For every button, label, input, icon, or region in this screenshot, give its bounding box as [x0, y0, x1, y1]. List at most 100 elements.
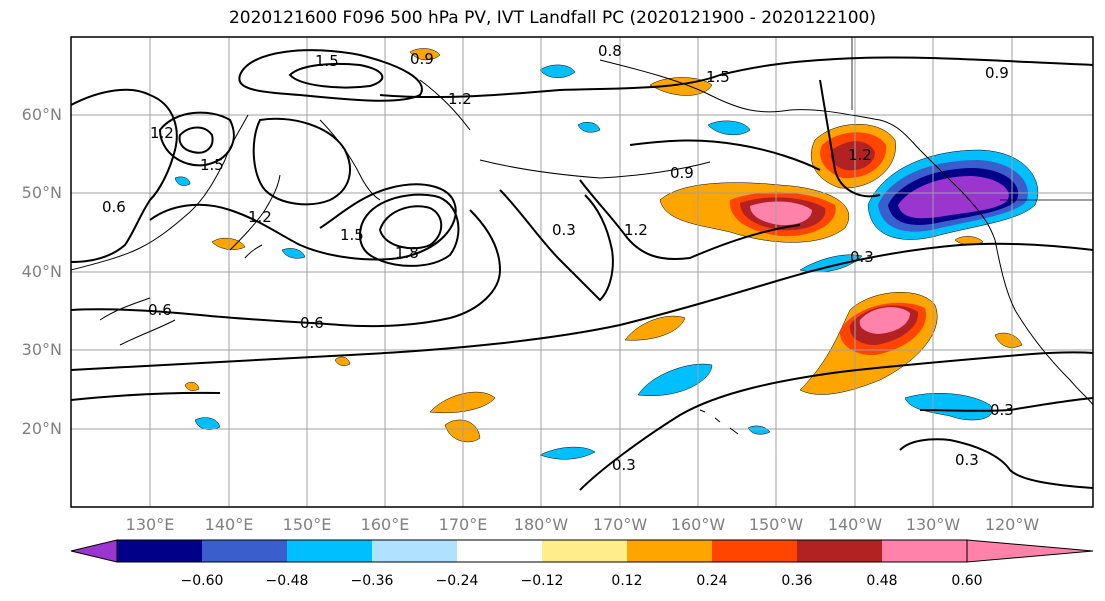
lat-label: 50°N — [21, 183, 62, 202]
colorbar-bin — [542, 540, 627, 562]
coastlines — [70, 37, 1094, 435]
colorbar-bin — [882, 540, 967, 562]
contour-20 — [70, 391, 221, 401]
shade-small-5 — [539, 446, 596, 460]
gridlines — [71, 37, 1093, 507]
contour-16 — [899, 438, 1094, 489]
contour-label: 1.2 — [448, 90, 472, 108]
contour-1 — [238, 49, 423, 102]
colorbar-tick-label: 0.36 — [781, 573, 813, 589]
contour-13 — [579, 179, 801, 261]
contour-19 — [819, 79, 881, 198]
colorbar-frame — [116, 539, 968, 563]
shade-small-15 — [994, 332, 1023, 348]
colorbar-tick-label: −0.48 — [265, 573, 309, 589]
contour-label: 0.9 — [410, 50, 434, 68]
contour-label: 0.9 — [670, 164, 694, 182]
lon-label: 140°W — [827, 515, 883, 534]
colorbar-tick-label: 0.12 — [611, 573, 643, 589]
shade-small-17 — [184, 381, 200, 391]
lon-label: 140°E — [204, 515, 254, 534]
lon-label: 170°W — [592, 515, 648, 534]
colorbar-bin — [287, 540, 372, 562]
lon-label: 160°E — [360, 515, 410, 534]
colorbar-tick-label: −0.24 — [435, 573, 479, 589]
contour-label: 0.6 — [102, 198, 126, 216]
lat-label: 60°N — [21, 105, 62, 124]
contour-8 — [252, 117, 351, 206]
contour-label: 1.5 — [340, 226, 364, 244]
colorbar-bin — [797, 540, 882, 562]
shade-small-11 — [281, 248, 306, 259]
contour-label: 1.2 — [248, 208, 272, 226]
colorbar-tick-label: −0.12 — [520, 573, 564, 589]
contour-11 — [70, 209, 502, 328]
contour-label: 1.5 — [315, 52, 339, 70]
coast-alaska — [599, 59, 921, 151]
contour-label: 0.6 — [148, 301, 172, 319]
shade-pos-c-core — [859, 307, 910, 334]
contour-label: 1.8 — [395, 244, 419, 262]
map-title: 2020121600 F096 500 hPa PV, IVT Landfall… — [228, 8, 876, 28]
colorbar-tick-label: −0.60 — [180, 573, 224, 589]
contour-label: 0.6 — [300, 314, 324, 332]
contour-9 — [378, 205, 443, 250]
colorbar-bin — [712, 540, 797, 562]
shade-neg-core — [898, 176, 1009, 219]
shade-small-14 — [707, 120, 751, 136]
shade-small-12 — [194, 417, 221, 430]
shade-small-19 — [747, 425, 771, 435]
lon-label: 150°E — [282, 515, 332, 534]
colorbar-extend-high — [966, 539, 1094, 563]
colorbar-bin — [372, 540, 457, 562]
contour-14 — [70, 242, 1094, 371]
lon-label: 130°E — [125, 515, 175, 534]
lon-label: 150°W — [748, 515, 804, 534]
lat-label: 30°N — [21, 340, 62, 359]
contour-5 — [178, 126, 214, 154]
contour-18 — [629, 139, 821, 171]
contour-label: 1.2 — [624, 221, 648, 239]
contour-label: 1.5 — [706, 68, 730, 86]
contour-label: 0.8 — [598, 42, 622, 60]
contour-label: 0.3 — [990, 401, 1014, 419]
lon-label: 120°W — [984, 515, 1040, 534]
coast-japan — [229, 174, 281, 259]
contour-label: 0.3 — [552, 221, 576, 239]
coast-hawaii — [699, 409, 739, 435]
shade-small-16 — [954, 236, 984, 245]
contour-label: 0.3 — [850, 248, 874, 266]
shade-small-18 — [334, 356, 351, 366]
shade-small-13 — [174, 176, 191, 186]
shade-small-9 — [409, 48, 441, 61]
contour-label: 1.2 — [848, 146, 872, 164]
shade-small-2 — [637, 363, 713, 397]
colorbar-bin — [202, 540, 287, 562]
shade-small-20 — [577, 122, 601, 133]
contour-label: 1.5 — [200, 156, 224, 174]
contour-2 — [379, 56, 1094, 99]
contour-labels: 1.5 0.9 0.8 1.5 0.9 1.2 1.2 1.5 0.9 0.6 … — [102, 42, 1014, 474]
shade-small-6 — [904, 393, 993, 421]
shade-small-1 — [624, 315, 686, 341]
colorbar-tick-label: 0.24 — [696, 573, 728, 589]
colorbar-bin — [117, 540, 202, 562]
colorbar-bin — [627, 540, 712, 562]
shade-pos-b-core — [750, 201, 812, 226]
pv-contours — [70, 49, 1094, 491]
lon-label: 170°E — [438, 515, 488, 534]
lat-label: 20°N — [21, 419, 62, 438]
shading-layer — [174, 48, 1039, 460]
lat-label: 40°N — [21, 262, 62, 281]
contour-17 — [919, 397, 1094, 412]
lon-label: 180°W — [513, 515, 569, 534]
map-frame — [70, 36, 1094, 508]
contour-label: 0.3 — [612, 456, 636, 474]
contour-15 — [579, 351, 1094, 491]
colorbar-extend-low — [70, 539, 118, 563]
contour-label: 1.2 — [150, 124, 174, 142]
shade-small-8 — [539, 64, 576, 78]
contour-10 — [358, 193, 460, 267]
coast-aleutians — [479, 159, 711, 179]
